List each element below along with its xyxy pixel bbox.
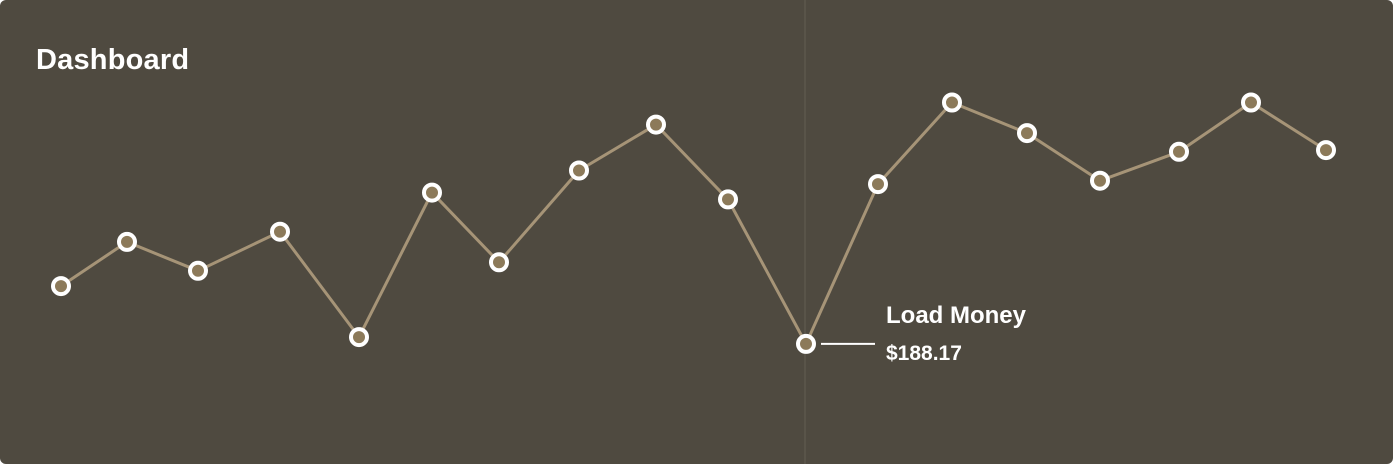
data-point-2[interactable] [117, 231, 137, 252]
data-point-7[interactable] [489, 252, 509, 273]
page-title: Dashboard [36, 44, 190, 76]
data-point-1[interactable] [51, 276, 71, 297]
series-line [59, 101, 1328, 346]
data-point-14[interactable] [1017, 123, 1037, 144]
data-point-16[interactable] [1169, 141, 1189, 162]
data-point-6[interactable] [422, 182, 442, 203]
data-point-10[interactable] [718, 189, 738, 210]
data-point-8[interactable] [569, 160, 589, 181]
data-point-17[interactable] [1241, 92, 1261, 113]
data-point-18[interactable] [1316, 140, 1336, 161]
tooltip-value: $188.17 [886, 342, 962, 365]
data-point-9[interactable] [646, 114, 666, 135]
data-point-3[interactable] [188, 260, 208, 281]
data-point-11[interactable] [796, 333, 816, 354]
data-point-15[interactable] [1090, 170, 1110, 191]
data-point-4[interactable] [270, 221, 290, 242]
data-point-13[interactable] [942, 92, 962, 113]
data-point-12[interactable] [868, 174, 888, 195]
tooltip-label: Load Money [886, 302, 1027, 329]
data-point-5[interactable] [349, 327, 369, 348]
data-points [51, 92, 1336, 354]
